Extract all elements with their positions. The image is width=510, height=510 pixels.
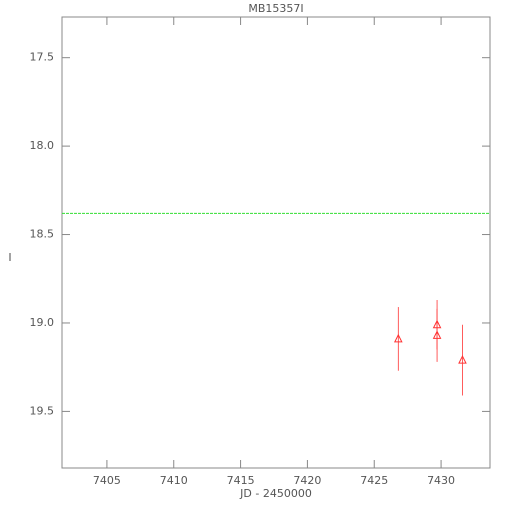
point [432,330,442,339]
x-tick-label: 7420 [293,474,321,487]
y-tick-label: 19.0 [30,316,55,329]
x-tick-label: 7430 [427,474,455,487]
y-tick-label: 18.0 [30,139,55,152]
point [458,354,467,364]
x-tick-label: 7410 [160,474,188,487]
y-tick-label: 17.5 [30,51,55,64]
y-tick-label: 18.5 [30,228,55,241]
x-tick-label: 7415 [227,474,255,487]
y-tick-label: 19.5 [30,404,55,417]
y-axis-label: I [8,251,11,264]
x-tick-label: 7405 [93,474,121,487]
x-axis-label: JD - 2450000 [239,487,312,500]
plot-frame [61,16,491,469]
x-tick-label: 7425 [360,474,388,487]
point [393,333,403,343]
chart-title: MB15357I [248,2,303,15]
